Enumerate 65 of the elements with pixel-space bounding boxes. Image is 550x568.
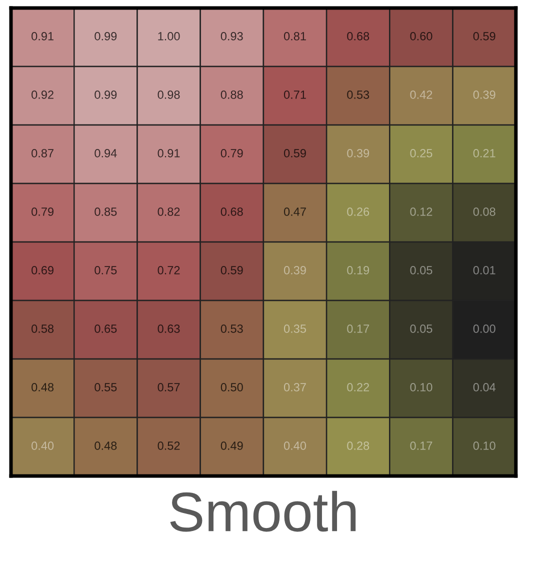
data-label: 0.69 xyxy=(32,266,54,274)
data-label: 0.48 xyxy=(32,383,54,392)
data-label: 0.10 xyxy=(473,442,496,450)
data-label: 0.59 xyxy=(284,149,306,158)
data-label: 0.79 xyxy=(32,208,54,216)
data-label: 0.47 xyxy=(284,208,306,216)
data-label: 0.92 xyxy=(32,90,54,99)
data-label: 0.28 xyxy=(347,442,370,450)
data-label: 0.17 xyxy=(347,324,370,333)
data-label: 0.08 xyxy=(473,208,496,216)
data-label: 0.01 xyxy=(473,266,496,274)
data-label: 0.35 xyxy=(284,324,306,333)
data-label: 0.71 xyxy=(284,90,306,99)
data-label: 0.22 xyxy=(347,383,370,392)
data-label: 0.49 xyxy=(220,442,243,450)
data-label: 0.93 xyxy=(220,32,243,40)
data-label: 0.81 xyxy=(284,32,306,40)
data-label: 0.59 xyxy=(473,32,496,40)
data-label: 0.21 xyxy=(473,149,496,158)
data-label: 0.19 xyxy=(347,266,370,274)
data-label: 0.63 xyxy=(158,324,180,333)
data-label: 0.58 xyxy=(32,324,54,333)
text: Smooth xyxy=(170,490,356,532)
data-label: 0.68 xyxy=(220,208,243,216)
data-label: 0.25 xyxy=(410,149,432,158)
data-label: 0.91 xyxy=(32,32,54,40)
data-label: 0.55 xyxy=(94,383,117,392)
data-label: 0.88 xyxy=(220,90,243,99)
data-label: 0.40 xyxy=(32,442,54,450)
data-label: 0.91 xyxy=(158,149,180,158)
data-label: 0.99 xyxy=(94,32,117,40)
data-label: 0.85 xyxy=(94,208,117,216)
data-label: 0.94 xyxy=(94,149,117,158)
data-label: 0.10 xyxy=(410,383,432,392)
data-label: 0.53 xyxy=(220,324,243,333)
data-label: 0.82 xyxy=(158,208,180,216)
data-label: 0.65 xyxy=(94,324,117,333)
data-label: 0.39 xyxy=(473,90,496,99)
data-label: 0.53 xyxy=(347,90,370,99)
data-label: 1.00 xyxy=(158,32,180,40)
data-label: 0.99 xyxy=(94,90,117,99)
data-label: 0.26 xyxy=(347,208,370,216)
data-label: 0.00 xyxy=(473,324,496,333)
data-label: 0.39 xyxy=(347,149,370,158)
data-label: 0.68 xyxy=(347,32,370,40)
data-label: 0.05 xyxy=(410,266,432,274)
data-label: 0.79 xyxy=(220,149,243,158)
data-label: 0.48 xyxy=(94,442,117,450)
data-label: 0.40 xyxy=(284,442,306,450)
data-label: 0.12 xyxy=(410,208,432,216)
data-label: 0.59 xyxy=(220,266,243,274)
data-label: 0.57 xyxy=(158,383,180,392)
data-label: 0.52 xyxy=(158,442,180,450)
data-label: 0.72 xyxy=(158,266,180,274)
data-label: 0.75 xyxy=(94,266,117,274)
data-label: 0.60 xyxy=(410,32,432,40)
data-label: 0.42 xyxy=(410,90,432,99)
data-label: 0.04 xyxy=(473,383,496,392)
data-label: 0.87 xyxy=(32,149,54,158)
data-label: 0.17 xyxy=(410,442,432,450)
data-label: 0.39 xyxy=(284,266,306,274)
data-label: 0.37 xyxy=(284,383,306,392)
data-label: 0.50 xyxy=(220,383,243,392)
data-label: 0.98 xyxy=(158,90,180,99)
data-label: 0.05 xyxy=(410,324,432,333)
